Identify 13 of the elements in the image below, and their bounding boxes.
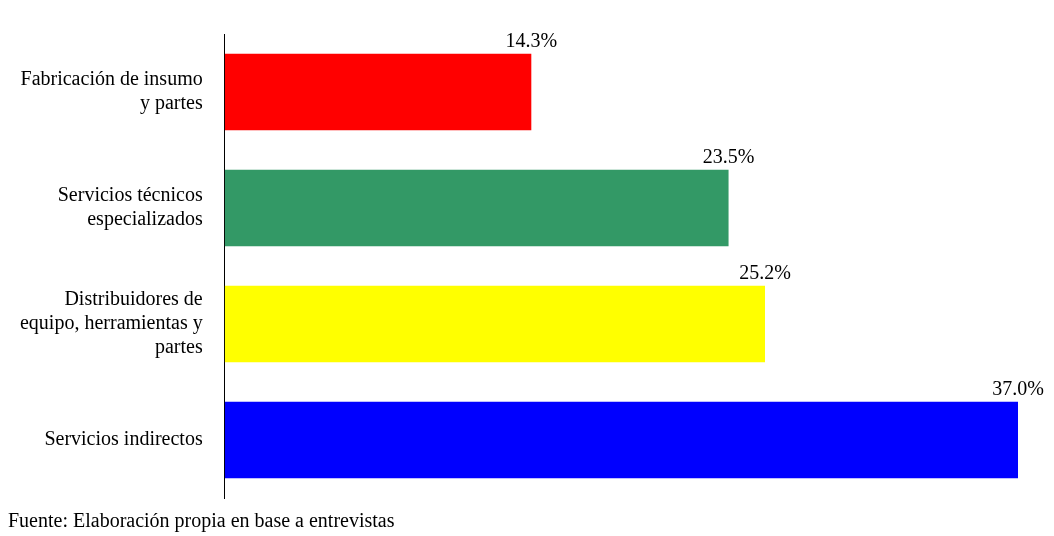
data-label: 23.5% [702,144,755,167]
data-label: 25.2% [739,260,791,283]
y-tick-label: Servicios técnicos especializados [57,183,203,231]
bar [224,401,1018,479]
bar [224,169,729,247]
y-tick-label: Servicios indirectos [44,427,203,450]
bar [224,285,766,363]
data-label: 14.3% [505,28,558,51]
y-tick-label: Distribuidores de equipo, herramientas y partes [20,287,203,359]
y-tick-label: Fabricación de insumo y partes [20,67,203,115]
data-label: 37.0% [992,376,1044,399]
bar [224,53,532,131]
source-note: Fuente: Elaboración propia en base a entrevistas [8,509,395,533]
